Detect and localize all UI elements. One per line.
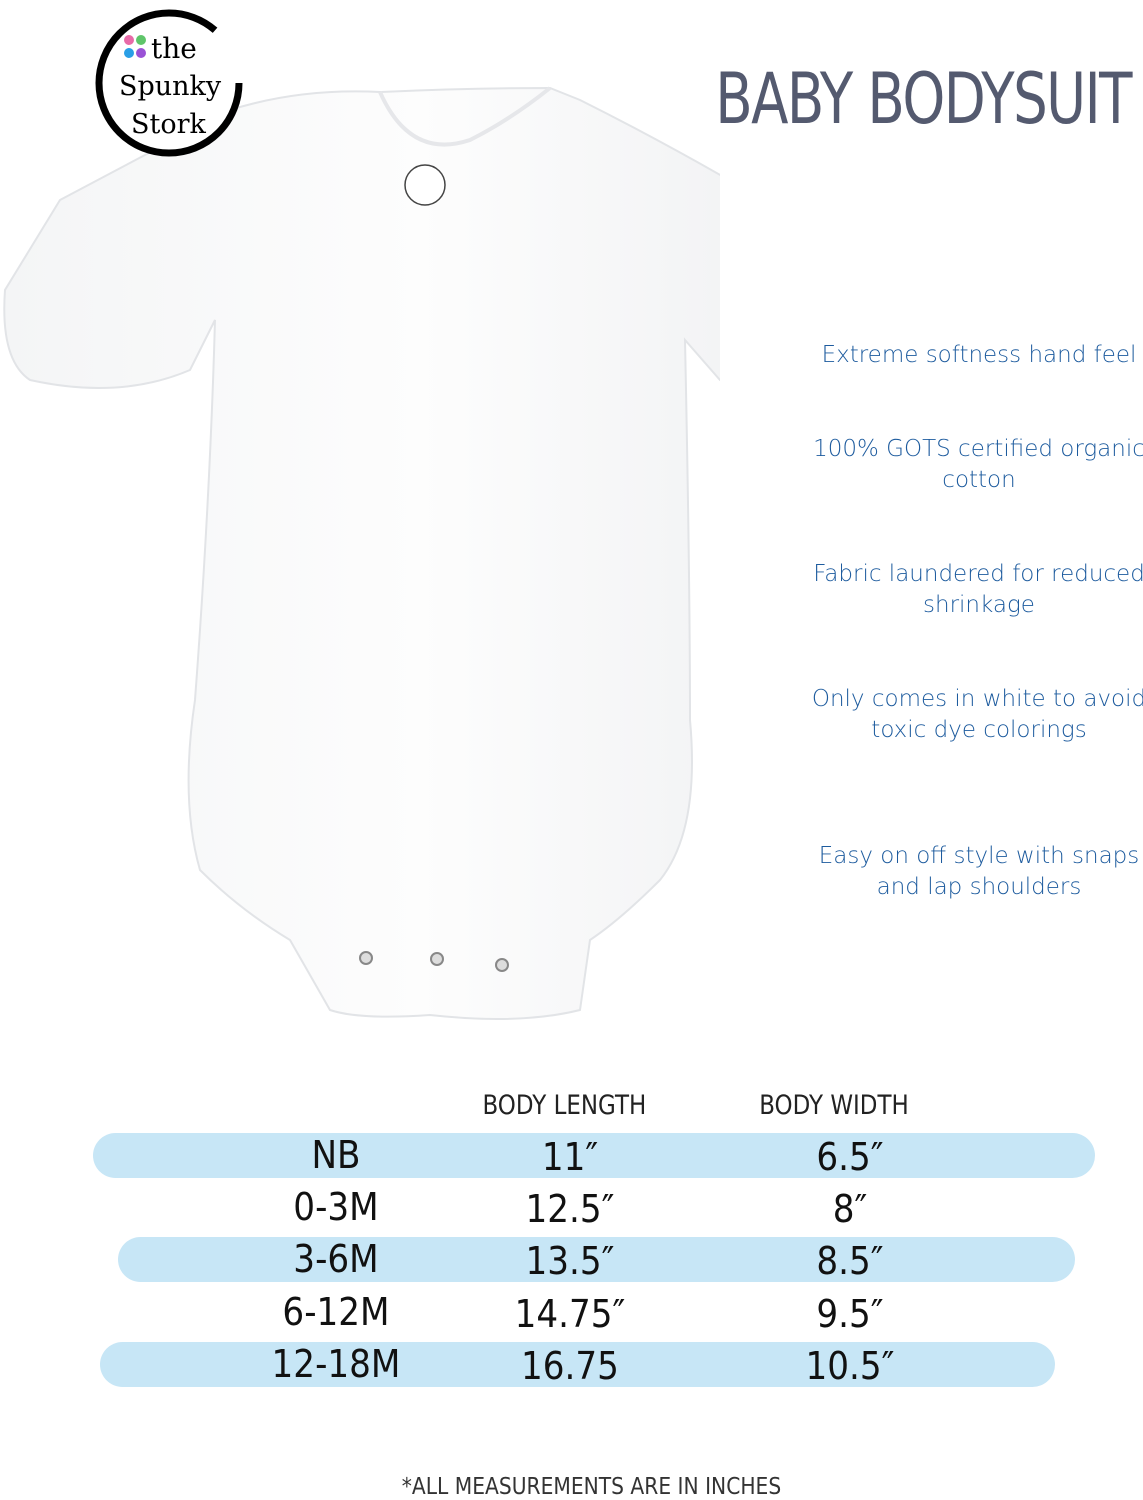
feature-softness: Extreme softness hand feel xyxy=(810,340,1143,371)
feature-text: shrinkage xyxy=(923,592,1035,618)
length-cell: 16.75 xyxy=(521,1344,619,1388)
feature-text: toxic dye colorings xyxy=(871,717,1087,743)
row-band xyxy=(100,1342,1055,1387)
row-band xyxy=(93,1133,1095,1178)
size-cell: 12-18M xyxy=(271,1342,401,1386)
length-cell: 12.5″ xyxy=(525,1187,615,1231)
svg-text:Stork: Stork xyxy=(131,109,207,140)
page-title: BABY BODYSUIT xyxy=(715,58,1132,140)
feature-organic: 100% GOTS certified organic cotton xyxy=(810,434,1143,496)
width-cell: 8.5″ xyxy=(816,1239,884,1283)
width-cell: 9.5″ xyxy=(816,1292,884,1336)
feature-text: Easy on off style with snaps xyxy=(818,843,1140,869)
length-cell: 14.75″ xyxy=(514,1292,626,1336)
feature-snaps: Easy on off style with snaps and lap shou… xyxy=(810,841,1143,903)
width-cell: 10.5″ xyxy=(805,1344,895,1388)
width-cell: 8″ xyxy=(832,1187,868,1231)
bodysuit-image xyxy=(3,86,720,1020)
size-cell: NB xyxy=(311,1133,361,1177)
width-cell: 6.5″ xyxy=(816,1135,884,1179)
feature-text: Extreme softness hand feel xyxy=(821,342,1137,368)
feature-text: and lap shoulders xyxy=(876,874,1082,900)
row-band xyxy=(118,1237,1075,1282)
size-cell: 0-3M xyxy=(293,1185,379,1229)
svg-text:the: the xyxy=(151,32,197,65)
size-cell: 6-12M xyxy=(282,1290,390,1334)
footnote: *ALL MEASUREMENTS ARE IN INCHES xyxy=(401,1474,782,1500)
length-cell: 13.5″ xyxy=(525,1239,615,1283)
feature-white: Only comes in white to avoid toxic dye co… xyxy=(810,684,1143,746)
brand-logo: the Spunky Stork xyxy=(87,3,245,161)
feature-text: Only comes in white to avoid xyxy=(811,686,1143,712)
feature-laundered: Fabric laundered for reduced shrinkage xyxy=(810,559,1143,621)
feature-text: Fabric laundered for reduced xyxy=(813,561,1143,587)
svg-text:Spunky: Spunky xyxy=(119,71,222,102)
feature-text: 100% GOTS certified organic xyxy=(813,436,1143,462)
header-body-length: BODY LENGTH xyxy=(482,1090,647,1121)
length-cell: 11″ xyxy=(541,1135,599,1179)
logo-ring-icon: the Spunky Stork xyxy=(95,9,243,157)
feature-text: cotton xyxy=(942,467,1016,493)
header-body-width: BODY WIDTH xyxy=(759,1090,909,1121)
size-cell: 3-6M xyxy=(293,1237,379,1281)
